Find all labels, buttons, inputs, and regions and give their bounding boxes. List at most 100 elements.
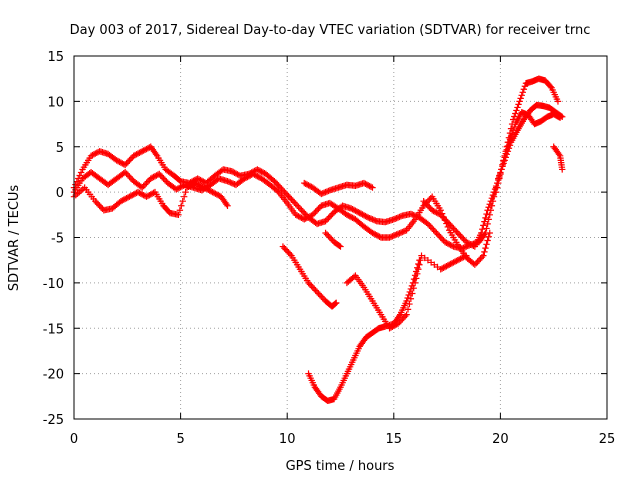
data-point xyxy=(203,185,211,193)
data-point xyxy=(174,185,181,192)
data-point xyxy=(224,202,231,209)
data-point xyxy=(468,241,476,249)
data-point xyxy=(505,134,513,141)
data-point xyxy=(212,190,219,197)
data-point xyxy=(394,214,402,221)
data-point xyxy=(343,211,351,219)
data-point xyxy=(366,182,373,190)
data-point xyxy=(137,190,145,197)
data-point xyxy=(292,211,299,219)
data-point xyxy=(90,151,98,158)
data-point xyxy=(140,147,147,154)
data-point xyxy=(73,178,81,185)
data-point xyxy=(450,225,457,232)
data-point xyxy=(137,148,145,156)
data-point xyxy=(323,216,331,223)
data-point xyxy=(140,182,147,190)
data-point xyxy=(148,174,156,181)
data-point xyxy=(117,159,125,166)
data-point xyxy=(415,260,422,268)
data-point xyxy=(480,222,487,229)
data-point xyxy=(441,216,449,223)
data-point xyxy=(502,148,509,155)
data-point xyxy=(485,216,492,223)
data-point xyxy=(394,230,402,238)
data-point xyxy=(99,205,106,212)
data-point xyxy=(488,194,496,202)
x-tick-label: 5 xyxy=(176,432,184,447)
data-point xyxy=(279,243,287,250)
data-point xyxy=(127,155,135,163)
data-point xyxy=(428,225,436,232)
data-point xyxy=(447,260,454,268)
data-point xyxy=(501,152,508,160)
data-point xyxy=(323,188,331,195)
data-point xyxy=(481,218,488,225)
data-point xyxy=(451,258,459,265)
data-point xyxy=(519,89,526,96)
data-point xyxy=(228,168,235,175)
data-point xyxy=(481,248,488,256)
data-point xyxy=(409,211,416,218)
data-point xyxy=(443,239,450,246)
series-trace_e xyxy=(305,256,423,405)
x-tick-label: 0 xyxy=(70,432,78,447)
data-point xyxy=(352,207,359,214)
data-point xyxy=(282,246,289,253)
data-point xyxy=(146,191,153,199)
data-point xyxy=(433,229,440,237)
data-point xyxy=(192,179,199,187)
data-point xyxy=(131,151,139,159)
data-point xyxy=(389,233,396,240)
data-point xyxy=(119,197,126,204)
data-point xyxy=(326,213,334,220)
data-point xyxy=(486,229,493,237)
data-point xyxy=(123,194,130,202)
data-point xyxy=(325,232,332,240)
data-point xyxy=(461,253,469,260)
data-point xyxy=(193,180,201,188)
data-point xyxy=(200,184,208,191)
data-point xyxy=(207,188,215,195)
data-point xyxy=(195,181,202,188)
data-point xyxy=(555,151,563,158)
data-point xyxy=(396,230,403,237)
data-point xyxy=(296,205,304,212)
data-point xyxy=(426,204,433,211)
data-point xyxy=(121,161,129,169)
data-point xyxy=(407,295,415,302)
data-point xyxy=(161,176,169,184)
data-point xyxy=(312,287,319,294)
data-point xyxy=(392,231,399,239)
data-point xyxy=(130,191,137,198)
data-point xyxy=(447,222,454,229)
data-point xyxy=(366,214,373,222)
data-point xyxy=(215,191,222,199)
data-point xyxy=(305,213,312,221)
data-point xyxy=(443,263,450,270)
data-point xyxy=(412,268,420,275)
data-point xyxy=(518,92,525,99)
data-point xyxy=(509,116,517,123)
data-point xyxy=(401,312,409,320)
data-point xyxy=(370,216,378,224)
data-point xyxy=(437,234,444,241)
data-point xyxy=(126,193,133,200)
data-point xyxy=(487,198,495,205)
data-point xyxy=(123,170,130,177)
data-point xyxy=(430,207,437,215)
data-point xyxy=(395,312,403,320)
data-point xyxy=(302,215,309,222)
data-point xyxy=(306,281,314,288)
data-point xyxy=(393,214,400,222)
y-tick-label: -25 xyxy=(43,413,64,428)
data-point xyxy=(195,176,203,183)
data-point xyxy=(506,129,514,137)
data-point xyxy=(362,180,369,188)
series-trace_c xyxy=(70,75,566,250)
data-point xyxy=(234,171,241,178)
data-point xyxy=(139,148,146,155)
data-point xyxy=(457,232,464,240)
data-point xyxy=(491,185,499,193)
